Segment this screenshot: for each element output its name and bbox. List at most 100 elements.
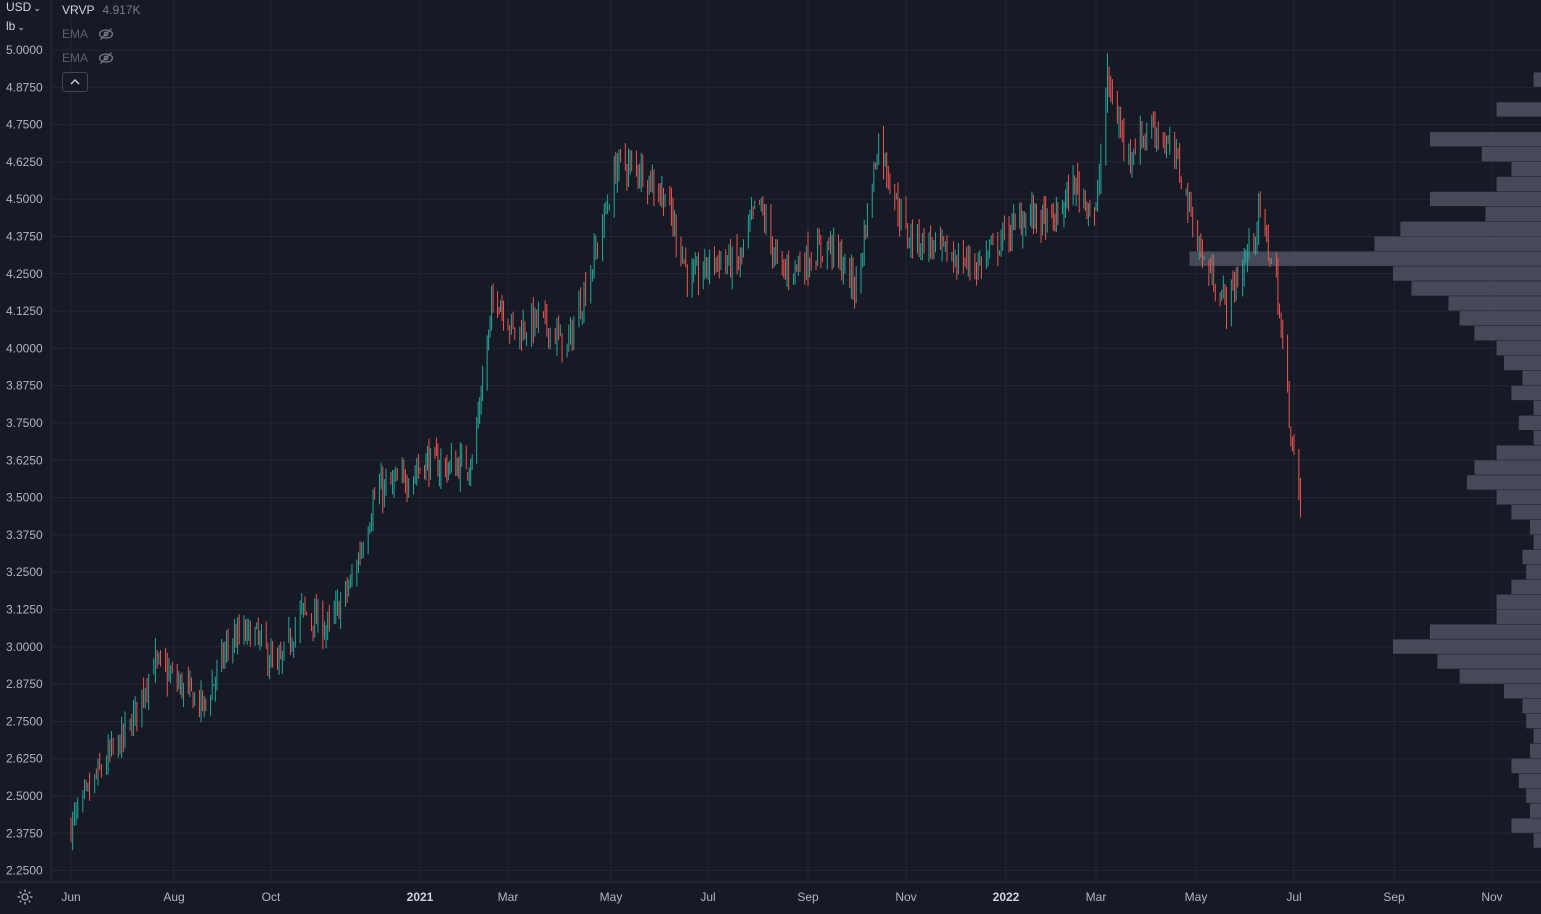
- volume-profile-row: [1496, 594, 1541, 609]
- price-tick-label: 3.1250: [6, 603, 43, 617]
- legend-collapse-button[interactable]: [62, 72, 88, 92]
- time-tick-label: Nov: [895, 890, 916, 904]
- time-tick-label: May: [600, 890, 623, 904]
- price-tick-label: 4.8750: [6, 80, 43, 94]
- volume-profile-row: [1496, 340, 1541, 356]
- volume-profile-row: [1459, 311, 1541, 326]
- ema-2-name: EMA: [62, 51, 89, 65]
- price-tick-label: 4.5000: [6, 192, 43, 206]
- eye-crossed-icon[interactable]: [98, 27, 114, 41]
- price-axis[interactable]: 5.0000 4.8750 4.7500 4.6250 4.5000 4.3750 4.25…: [6, 43, 43, 878]
- unit-label: lb: [6, 19, 16, 33]
- volume-profile-row: [1522, 549, 1541, 565]
- volume-profile-row: [1496, 609, 1541, 624]
- legend-vrvp[interactable]: VRVP 4.917K: [62, 3, 141, 27]
- time-tick-label: Jul: [700, 890, 715, 904]
- volume-profile-row: [1511, 385, 1541, 401]
- volume-profile-row: [1496, 102, 1541, 117]
- price-tick-label: 2.5000: [6, 789, 43, 803]
- time-tick-label: Jun: [61, 890, 80, 904]
- volume-profile-row: [1411, 281, 1541, 296]
- unit-dropdown[interactable]: lb ⌄: [6, 19, 41, 38]
- time-tick-label: May: [1185, 890, 1208, 904]
- time-tick-label: Mar: [498, 890, 519, 904]
- chevron-up-icon: [70, 79, 80, 85]
- volume-profile-row: [1526, 788, 1541, 803]
- volume-profile-row: [1529, 803, 1541, 818]
- grid-lines: [52, 0, 1541, 882]
- volume-profile-row: [1448, 296, 1541, 311]
- time-tick-label: 2022: [993, 890, 1020, 904]
- volume-profile-row: [1533, 833, 1541, 848]
- price-tick-label: 2.6250: [6, 752, 43, 766]
- price-tick-label: 4.6250: [6, 155, 43, 169]
- volume-profile-row: [1496, 490, 1541, 505]
- price-tick-label: 3.8750: [6, 379, 43, 393]
- ohlc-bars: [70, 53, 1301, 851]
- settings-button[interactable]: [16, 888, 34, 906]
- volume-profile-row: [1474, 326, 1541, 341]
- price-tick-label: 4.2500: [6, 267, 43, 281]
- volume-profile-row: [1533, 430, 1541, 445]
- currency-dropdown[interactable]: USD ⌄: [6, 0, 41, 19]
- volume-profile-row: [1430, 191, 1541, 207]
- price-tick-label: 3.6250: [6, 453, 43, 467]
- price-tick-label: 2.2500: [6, 864, 43, 878]
- price-tick-label: 3.2500: [6, 565, 43, 579]
- volume-profile-row: [1529, 519, 1541, 535]
- volume-profile-row: [1504, 355, 1541, 371]
- volume-profile-row: [1496, 176, 1541, 192]
- volume-profile-row: [1533, 72, 1541, 87]
- volume-profile-row: [1526, 564, 1541, 580]
- price-tick-label: 4.1250: [6, 304, 43, 318]
- volume-profile-row: [1533, 534, 1541, 550]
- volume-profile-row: [1522, 370, 1541, 386]
- eye-crossed-icon[interactable]: [98, 51, 114, 65]
- time-tick-label: Nov: [1481, 890, 1502, 904]
- ema-1-name: EMA: [62, 27, 89, 41]
- volume-profile-row: [1511, 505, 1541, 520]
- volume-profile-row: [1518, 415, 1541, 430]
- volume-profile-row: [1496, 445, 1541, 460]
- time-axis[interactable]: Jun Aug Oct 2021 Mar May Jul Sep Nov 2022 Mar May Ju…: [61, 890, 1502, 904]
- volume-profile: [1189, 72, 1541, 848]
- volume-profile-row: [1526, 713, 1541, 729]
- volume-profile-row: [1467, 475, 1541, 490]
- price-tick-label: 2.7500: [6, 714, 43, 728]
- price-tick-label: 4.0000: [6, 341, 43, 355]
- price-tick-label: 2.3750: [6, 826, 43, 840]
- volume-profile-row: [1504, 684, 1541, 699]
- chevron-down-icon: ⌄: [17, 22, 25, 32]
- volume-profile-row: [1437, 654, 1541, 669]
- time-tick-label: Mar: [1086, 890, 1107, 904]
- volume-profile-row: [1393, 639, 1541, 654]
- volume-profile-row: [1481, 146, 1541, 162]
- time-tick-label: Sep: [1383, 890, 1405, 904]
- gear-icon: [17, 889, 33, 905]
- price-tick-label: 5.0000: [6, 43, 43, 57]
- legend-ema-1[interactable]: EMA: [62, 27, 141, 51]
- time-tick-label: 2021: [407, 890, 434, 904]
- chevron-down-icon: ⌄: [33, 3, 41, 13]
- volume-profile-row: [1511, 579, 1541, 595]
- legend-ema-2[interactable]: EMA: [62, 51, 141, 75]
- vrvp-name: VRVP: [62, 3, 95, 17]
- volume-profile-row: [1511, 818, 1541, 833]
- scale-controls: USD ⌄ lb ⌄: [6, 0, 41, 38]
- volume-profile-row: [1518, 773, 1541, 789]
- price-tick-label: 2.8750: [6, 677, 43, 691]
- price-tick-label: 3.3750: [6, 528, 43, 542]
- price-tick-label: 3.0000: [6, 640, 43, 654]
- volume-profile-row: [1374, 236, 1541, 251]
- vrvp-value: 4.917K: [102, 3, 141, 17]
- volume-profile-row: [1393, 266, 1541, 281]
- price-tick-label: 4.7500: [6, 118, 43, 132]
- volume-profile-row: [1459, 669, 1541, 684]
- volume-profile-row: [1511, 758, 1541, 774]
- price-tick-label: 4.3750: [6, 230, 43, 244]
- time-tick-label: Aug: [163, 890, 184, 904]
- volume-profile-row: [1533, 400, 1541, 416]
- time-tick-label: Oct: [262, 890, 281, 904]
